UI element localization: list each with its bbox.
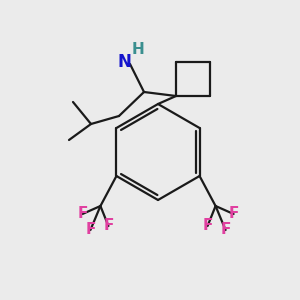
Text: F: F [202, 218, 213, 233]
Text: N: N [117, 53, 131, 71]
Text: F: F [228, 206, 239, 221]
Text: F: F [77, 206, 88, 221]
Text: F: F [85, 223, 96, 238]
Text: H: H [132, 43, 144, 58]
Text: F: F [220, 223, 231, 238]
Text: F: F [103, 218, 114, 233]
